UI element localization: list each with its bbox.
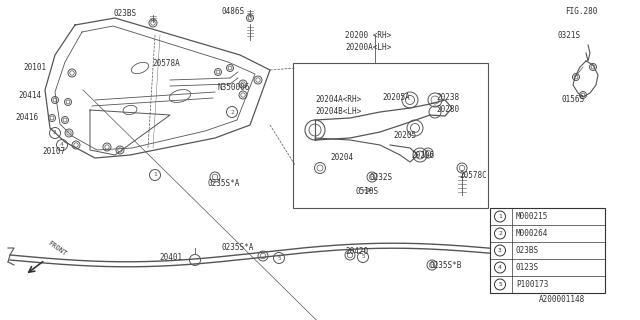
Text: 0235S*B: 0235S*B: [430, 260, 462, 269]
Text: 3: 3: [53, 131, 57, 135]
Text: 20578C: 20578C: [459, 171, 487, 180]
Text: 1: 1: [498, 214, 502, 219]
Text: 0321S: 0321S: [557, 30, 580, 39]
Text: 2: 2: [230, 109, 234, 115]
Text: 0123S: 0123S: [516, 263, 539, 272]
Text: 5: 5: [498, 282, 502, 287]
Text: 4: 4: [60, 142, 64, 148]
Text: P100173: P100173: [516, 280, 548, 289]
Text: 0235S*A: 0235S*A: [207, 179, 239, 188]
Text: 20204A<RH>: 20204A<RH>: [315, 95, 361, 105]
Text: 4: 4: [498, 265, 502, 270]
Text: N350006: N350006: [218, 83, 250, 92]
Text: 20107: 20107: [42, 148, 65, 156]
Text: 20401: 20401: [159, 253, 182, 262]
Bar: [293, 63, 488, 208]
Bar: [490, 208, 605, 293]
Text: A200001148: A200001148: [539, 295, 585, 305]
Text: 023BS: 023BS: [113, 9, 136, 18]
Text: 20414: 20414: [18, 91, 41, 100]
Text: FIG.280: FIG.280: [565, 7, 597, 17]
Text: 2: 2: [498, 231, 502, 236]
Text: 0510S: 0510S: [356, 187, 379, 196]
Text: 20420: 20420: [345, 247, 368, 257]
Text: 20578A: 20578A: [152, 59, 180, 68]
Text: 20204B<LH>: 20204B<LH>: [315, 108, 361, 116]
Text: 5: 5: [277, 255, 281, 260]
Text: 0232S: 0232S: [369, 173, 392, 182]
Text: 20204: 20204: [330, 153, 353, 162]
Text: 023BS: 023BS: [516, 246, 539, 255]
Text: 0156S: 0156S: [561, 95, 584, 105]
Text: 20238: 20238: [436, 92, 459, 101]
Text: 0486S: 0486S: [222, 6, 245, 15]
Text: 20416: 20416: [15, 114, 38, 123]
Text: M000264: M000264: [516, 229, 548, 238]
Text: 3: 3: [498, 248, 502, 253]
Text: 0235S*A: 0235S*A: [222, 244, 254, 252]
Text: 20205: 20205: [393, 131, 416, 140]
Text: 20206: 20206: [411, 150, 434, 159]
Text: 20101: 20101: [23, 63, 46, 73]
Text: 1: 1: [153, 172, 157, 178]
Text: 5: 5: [361, 254, 365, 260]
Text: FRONT: FRONT: [47, 240, 68, 257]
Text: 20200 <RH>: 20200 <RH>: [345, 30, 391, 39]
Text: M000215: M000215: [516, 212, 548, 221]
Text: 20205A: 20205A: [382, 92, 410, 101]
Text: 20280: 20280: [436, 105, 459, 114]
Text: 20200A<LH>: 20200A<LH>: [345, 43, 391, 52]
